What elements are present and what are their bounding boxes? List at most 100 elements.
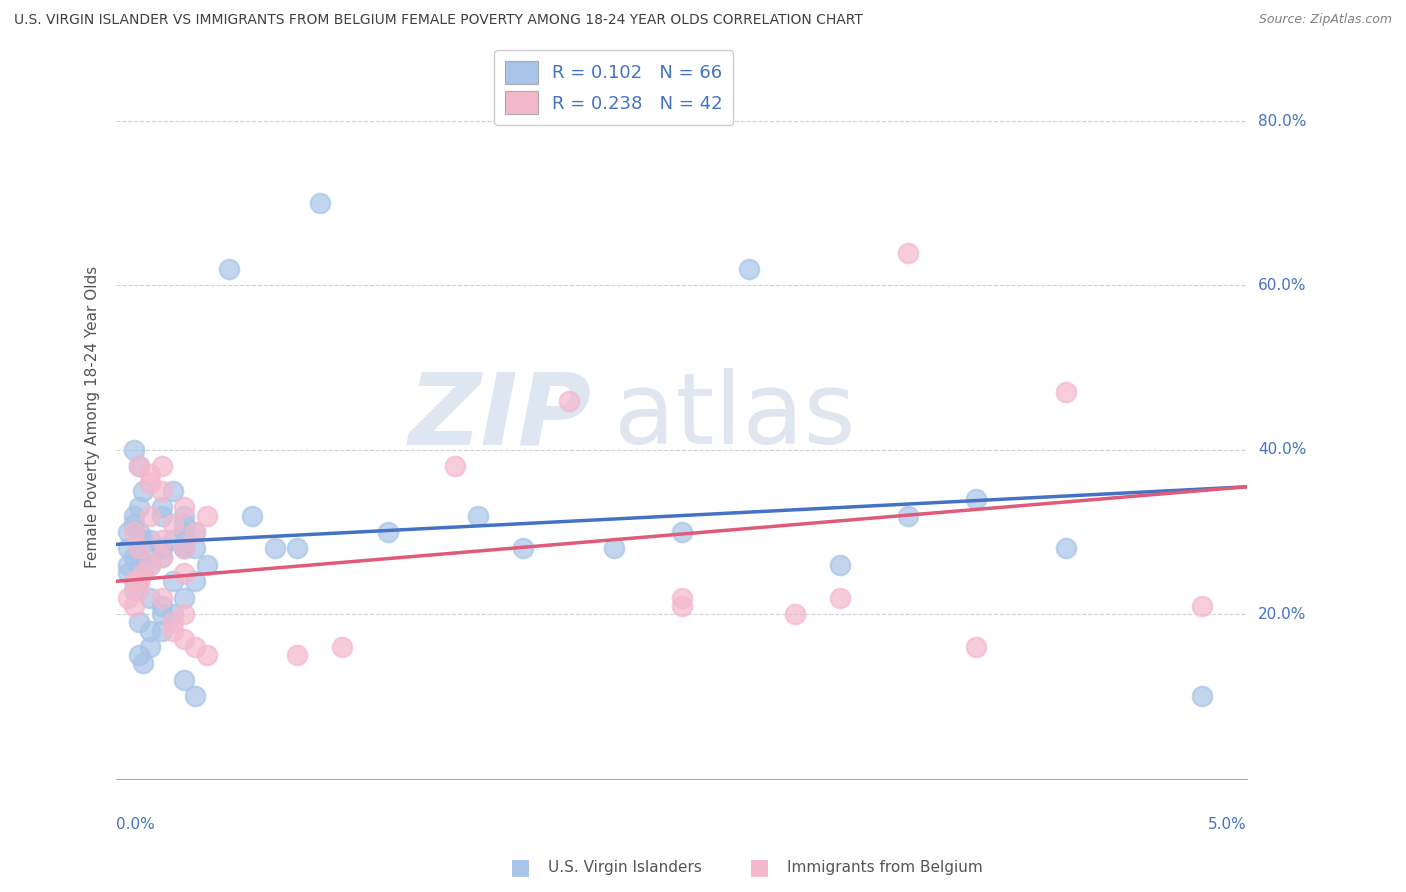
Point [128,615,150,630]
Point [117,591,139,605]
Point [184,541,207,556]
Point [117,541,139,556]
Point [139,549,162,564]
Point [124,574,146,589]
Point [139,467,162,482]
Point [1191,690,1213,704]
Point [139,558,162,572]
Point [128,541,150,556]
Text: 5.0%: 5.0% [1208,817,1247,832]
Point [1054,385,1077,400]
Point [128,648,150,663]
Point [173,541,195,556]
Point [828,591,851,605]
Point [132,533,155,548]
Point [184,640,207,654]
Point [195,508,218,523]
Point [218,262,240,277]
Point [671,524,693,539]
Point [124,442,146,457]
Point [285,648,308,663]
Text: U.S. Virgin Islanders: U.S. Virgin Islanders [548,860,702,874]
Text: 80.0%: 80.0% [1258,113,1306,128]
Point [173,500,195,515]
Point [128,558,150,572]
Point [308,196,330,211]
Text: ZIP: ZIP [408,368,591,466]
Point [184,524,207,539]
Point [150,459,173,474]
Point [128,524,150,539]
Point [117,558,139,572]
Point [377,524,399,539]
Point [162,483,184,498]
Point [671,591,693,605]
Point [184,524,207,539]
Point [162,624,184,638]
Point [139,624,162,638]
Point [150,541,173,556]
Text: 0.0%: 0.0% [117,817,155,832]
Point [139,640,162,654]
Point [150,500,173,515]
Point [124,516,146,531]
Text: ■: ■ [510,857,530,877]
Point [603,541,626,556]
Point [128,574,150,589]
Point [150,483,173,498]
Point [150,607,173,622]
Point [173,541,195,556]
Point [139,533,162,548]
Point [263,541,285,556]
Point [139,591,162,605]
Point [897,245,920,260]
Point [738,262,761,277]
Point [128,574,150,589]
Point [124,582,146,597]
Point [128,459,150,474]
Point [332,640,354,654]
Text: 40.0%: 40.0% [1258,442,1306,458]
Point [173,673,195,687]
Text: U.S. VIRGIN ISLANDER VS IMMIGRANTS FROM BELGIUM FEMALE POVERTY AMONG 18-24 YEAR : U.S. VIRGIN ISLANDER VS IMMIGRANTS FROM … [14,13,863,28]
Point [557,393,579,408]
Point [162,516,184,531]
Point [124,599,146,613]
Point [195,558,218,572]
Point [128,566,150,580]
Point [173,632,195,646]
Point [173,566,195,580]
Point [128,582,150,597]
Point [173,541,195,556]
Point [150,624,173,638]
Point [132,657,155,671]
Point [285,541,308,556]
Point [173,607,195,622]
Point [965,492,987,507]
Point [897,508,920,523]
Point [117,524,139,539]
Point [240,508,263,523]
Point [139,508,162,523]
Point [162,615,184,630]
Point [124,524,146,539]
Point [184,574,207,589]
Text: atlas: atlas [614,368,855,466]
Legend: R = 0.102   N = 66, R = 0.238   N = 42: R = 0.102 N = 66, R = 0.238 N = 42 [494,50,734,125]
Y-axis label: Female Poverty Among 18-24 Year Olds: Female Poverty Among 18-24 Year Olds [86,266,100,568]
Point [195,648,218,663]
Point [150,549,173,564]
Text: 20.0%: 20.0% [1258,607,1306,622]
Point [139,558,162,572]
Point [124,508,146,523]
Point [128,541,150,556]
Text: 60.0%: 60.0% [1258,278,1306,293]
Point [132,566,155,580]
Point [828,558,851,572]
Point [128,500,150,515]
Point [132,483,155,498]
Point [671,599,693,613]
Text: ■: ■ [749,857,769,877]
Point [150,533,173,548]
Point [1191,599,1213,613]
